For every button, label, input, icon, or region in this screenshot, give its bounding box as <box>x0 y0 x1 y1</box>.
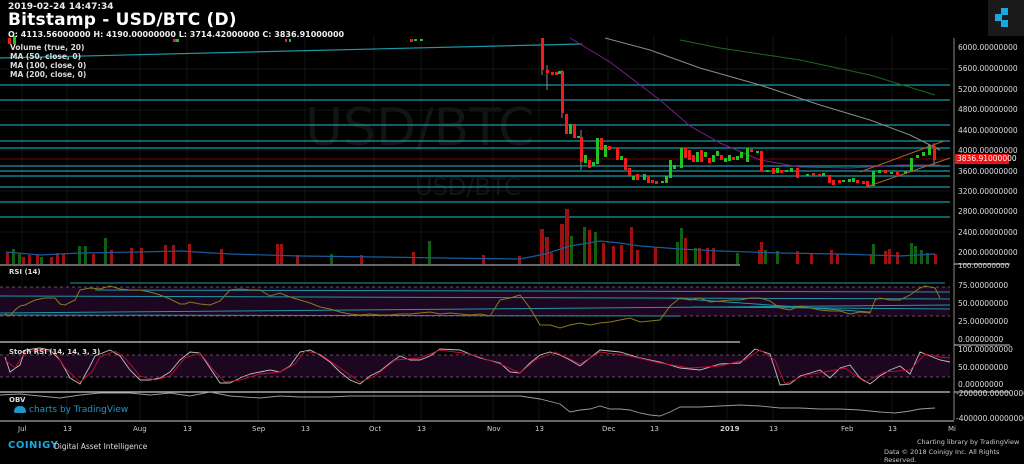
rsi-pane-title: RSI (14) <box>9 268 41 276</box>
time-label: 13 <box>63 425 72 433</box>
rsi-label: 100.00000000 <box>958 262 1010 270</box>
stoch-k-line <box>4 347 951 386</box>
copyright-text: Data © 2018 Coinigy Inc. All Rights Rese… <box>884 448 1000 464</box>
price-label: 4400.00000000 <box>958 126 1018 135</box>
ma100-line <box>604 37 941 151</box>
ohlc-values: O: 4113.56000000 H: 4190.00000000 L: 371… <box>8 30 345 39</box>
charting-library-credit: Charting library by TradingView <box>917 438 1020 446</box>
rsi-line <box>4 285 941 329</box>
time-label: Aug <box>133 425 147 433</box>
time-label: 13 <box>888 425 897 433</box>
trend-channel[interactable] <box>859 140 951 188</box>
time-label: Mi <box>948 425 956 433</box>
stoch-label: 100.00000000 <box>958 345 1013 354</box>
coinigy-tagline: Digital Asset Intelligence <box>54 442 148 451</box>
watermark-big: USD/BTC <box>305 98 534 158</box>
timestamp: 2019-02-24 14:47:34 <box>8 2 114 12</box>
legend-ma50[interactable]: MA (50, close, 0) <box>10 52 82 61</box>
price-label: 3600.00000000 <box>958 167 1018 176</box>
price-label: 2000.00000000 <box>958 248 1018 257</box>
price-label: 2400.00000000 <box>958 228 1018 237</box>
current-price-badge: 3836.91000000 <box>955 154 1017 164</box>
time-label: Dec <box>602 425 616 433</box>
coinigy-logo <box>988 0 1024 36</box>
rsi-label: 50.00000000 <box>958 299 1009 308</box>
stoch-label: 50.00000000 <box>958 363 1009 372</box>
stoch-pane-title: Stoch RSI (14, 14, 3, 3) <box>9 348 101 356</box>
tradingview-link[interactable]: charts by TradingView <box>14 405 128 415</box>
chart-title: Bitstamp - USD/BTC (D) <box>8 10 237 30</box>
obv-pane-title: OBV <box>9 396 26 404</box>
time-label: 13 <box>417 425 426 433</box>
obv-label: -400000.00000000 <box>956 414 1024 423</box>
volume-bars <box>6 209 937 264</box>
time-label: 13 <box>535 425 544 433</box>
time-label: Nov <box>487 425 501 433</box>
time-label: 2019 <box>720 425 740 433</box>
coinigy-brand: COINIGY <box>8 440 59 451</box>
cloud-icon <box>14 406 26 413</box>
price-label: 5600.00000000 <box>958 64 1018 73</box>
ma200-line <box>679 39 936 96</box>
time-label: Feb <box>841 425 854 433</box>
obv-line <box>0 391 936 417</box>
legend-volume[interactable]: Volume (true, 20) <box>10 43 85 52</box>
time-label: 13 <box>301 425 310 433</box>
rsi-label: 0.00000000 <box>958 335 1004 344</box>
time-label: Oct <box>369 425 382 433</box>
legend-ma100[interactable]: MA (100, close, 0) <box>10 61 87 70</box>
tradingview-label: charts by TradingView <box>29 405 129 415</box>
legend-ma200[interactable]: MA (200, close, 0) <box>10 70 87 79</box>
price-label: 4800.00000000 <box>958 105 1018 114</box>
stoch-band <box>0 355 950 377</box>
stoch-label: 0.00000000 <box>958 380 1004 389</box>
coinigy-logo-icon <box>995 8 1008 27</box>
price-label: 3200.00000000 <box>958 187 1018 196</box>
price-label: 4000.00000000 <box>958 146 1018 155</box>
stoch-d-line <box>4 349 951 385</box>
time-label: 13 <box>650 425 659 433</box>
price-label: 5200.00000000 <box>958 85 1018 94</box>
obv-label: -200000.00000000 <box>956 389 1024 398</box>
candles <box>8 36 936 186</box>
price-label: 2800.00000000 <box>958 207 1018 216</box>
price-label: 6000.00000000 <box>958 43 1018 52</box>
rsi-trendlines[interactable] <box>0 282 951 317</box>
time-label: 13 <box>769 425 778 433</box>
time-label: 13 <box>183 425 192 433</box>
time-label: Jul <box>18 425 27 433</box>
rsi-label: 25.00000000 <box>958 317 1009 326</box>
horizontal-levels[interactable] <box>0 43 950 218</box>
rsi-label: 75.00000000 <box>958 281 1009 290</box>
time-label: Sep <box>252 425 266 433</box>
volume-ma-line <box>5 240 936 260</box>
